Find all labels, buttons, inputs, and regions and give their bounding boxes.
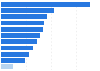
- Bar: [1, 52, 29, 57]
- Bar: [1, 8, 54, 13]
- Bar: [1, 46, 33, 50]
- Bar: [1, 39, 37, 44]
- Bar: [1, 27, 42, 32]
- Bar: [1, 14, 47, 19]
- Bar: [1, 21, 44, 25]
- Bar: [1, 58, 25, 63]
- Bar: [1, 64, 13, 69]
- Bar: [1, 2, 90, 7]
- Bar: [1, 33, 40, 38]
